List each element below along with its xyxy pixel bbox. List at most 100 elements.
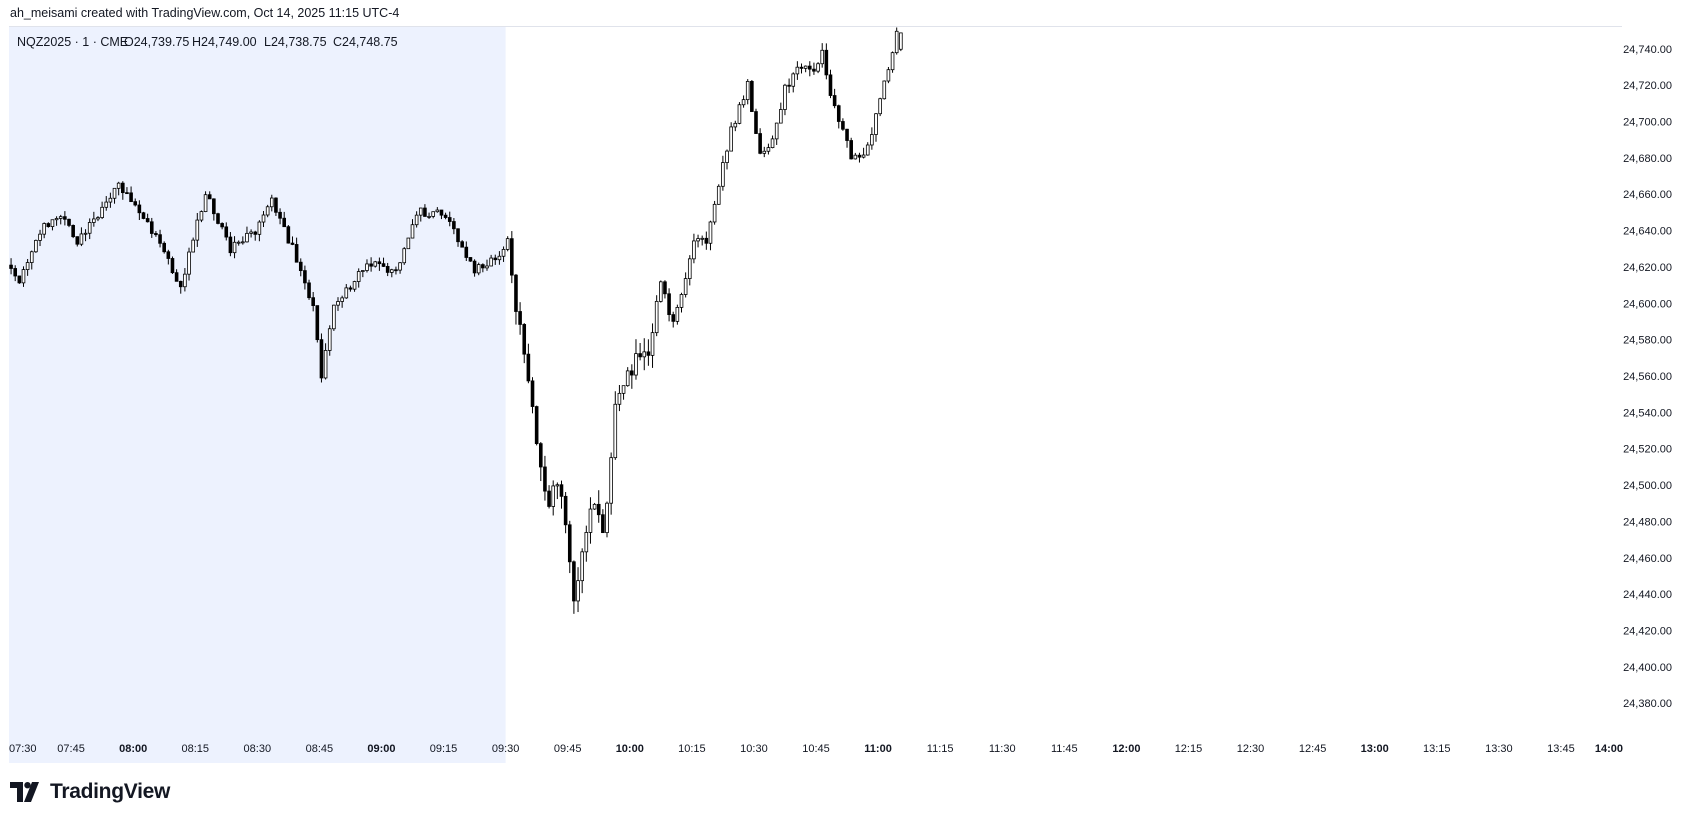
candle-body — [489, 257, 493, 267]
candle-body — [125, 192, 129, 195]
x-tick-label: 10:30 — [740, 743, 768, 755]
candle-body — [547, 490, 551, 507]
candle-body — [220, 223, 224, 228]
candle-body — [116, 182, 121, 189]
candle-body — [750, 81, 754, 112]
candle-body — [216, 213, 220, 224]
legend-low: L24,738.75 — [264, 35, 327, 49]
candle-body — [431, 211, 435, 217]
candle-body — [634, 353, 638, 376]
candle-body — [439, 209, 444, 216]
y-tick-label: 24,380.00 — [1623, 698, 1672, 710]
candle-body — [232, 241, 237, 254]
candle-body — [361, 270, 365, 272]
candle-body — [158, 234, 162, 244]
candle-body — [588, 508, 593, 533]
candle-body — [460, 241, 464, 248]
x-tick-label: 13:30 — [1485, 743, 1513, 755]
candle-body — [563, 495, 568, 526]
candle-body — [228, 236, 233, 254]
candle-body — [141, 212, 146, 219]
candle-body — [373, 261, 378, 267]
candle-body — [75, 236, 80, 245]
candle-body — [311, 297, 315, 306]
y-tick-label: 24,660.00 — [1623, 189, 1672, 201]
y-tick-label: 24,580.00 — [1623, 335, 1672, 347]
legend-high: H24,749.00 — [192, 35, 257, 49]
candle-body — [58, 216, 63, 219]
candle-body — [307, 282, 311, 299]
candle-body — [692, 240, 696, 260]
price-chart[interactable]: 07:30 07:45 08:00 08:15 08:30 08:45 09:00 09:15… — [0, 0, 1693, 775]
candle-body — [551, 485, 556, 507]
candle-body — [195, 219, 200, 241]
candle-body — [874, 113, 878, 135]
x-tick-label: 11:00 — [864, 743, 892, 755]
x-tick-label: 07:45 — [57, 743, 85, 755]
candle-body — [332, 304, 336, 330]
x-tick-label: 08:00 — [119, 743, 147, 755]
candle-body — [476, 264, 481, 274]
x-tick-label: 12:15 — [1175, 743, 1203, 755]
x-tick-label: 11:30 — [989, 743, 1016, 755]
candle-body — [191, 239, 195, 253]
candle-body — [38, 233, 42, 241]
candle-body — [737, 104, 742, 124]
candle-body — [745, 81, 750, 101]
x-tick-label: 10:45 — [802, 743, 830, 755]
candle-body — [849, 140, 853, 160]
y-tick-label: 24,400.00 — [1623, 662, 1672, 674]
candle-body — [468, 257, 473, 262]
candle-body — [613, 403, 618, 459]
y-tick-label: 24,560.00 — [1623, 371, 1672, 383]
candle-body — [683, 278, 688, 295]
candle-body — [497, 255, 502, 261]
candle-body — [567, 524, 572, 563]
y-axis[interactable]: 24,380.00 24,400.00 24,420.00 24,440.00 24,4… — [1623, 44, 1672, 710]
y-tick-label: 24,420.00 — [1623, 625, 1672, 637]
y-tick-label: 24,640.00 — [1623, 226, 1672, 238]
candle-body — [174, 272, 179, 282]
x-tick-label: 13:45 — [1547, 743, 1575, 755]
candle-body — [265, 206, 270, 216]
candle-body — [112, 187, 117, 199]
candle-body — [67, 218, 71, 226]
candle-body — [108, 197, 113, 203]
candle-body — [340, 297, 344, 302]
candle-body — [133, 201, 138, 206]
candle-body — [596, 503, 601, 516]
candle-body — [832, 95, 837, 107]
candle-body — [865, 144, 870, 156]
candle-body — [212, 198, 216, 215]
candle-body — [555, 484, 560, 487]
tradingview-logo[interactable]: TradingView — [10, 780, 170, 804]
candle-body — [402, 248, 407, 264]
candle-body — [236, 241, 241, 244]
candle-body — [54, 218, 59, 221]
candle-body — [303, 270, 307, 284]
candle-body — [145, 218, 150, 223]
candle-body — [704, 237, 709, 244]
x-tick-label: 12:00 — [1112, 743, 1140, 755]
candle-body — [336, 301, 340, 306]
candle-body — [899, 32, 903, 50]
candle-body — [294, 244, 299, 263]
candle-body — [828, 74, 833, 96]
candle-body — [485, 265, 489, 269]
candle-body — [882, 80, 887, 100]
candle-body — [675, 307, 680, 322]
candle-body — [269, 197, 274, 208]
candle-body — [779, 109, 783, 124]
candle-body — [369, 263, 373, 267]
candle-body — [323, 350, 328, 379]
candle-body — [679, 294, 684, 308]
candle-body — [398, 262, 402, 271]
y-tick-label: 24,520.00 — [1623, 444, 1672, 456]
y-tick-label: 24,540.00 — [1623, 407, 1672, 419]
candle-body — [13, 268, 18, 277]
candle-body — [886, 69, 891, 82]
candle-body — [377, 261, 382, 265]
candle-body — [741, 99, 746, 106]
candle-body — [758, 133, 762, 154]
candle-body — [63, 216, 67, 220]
